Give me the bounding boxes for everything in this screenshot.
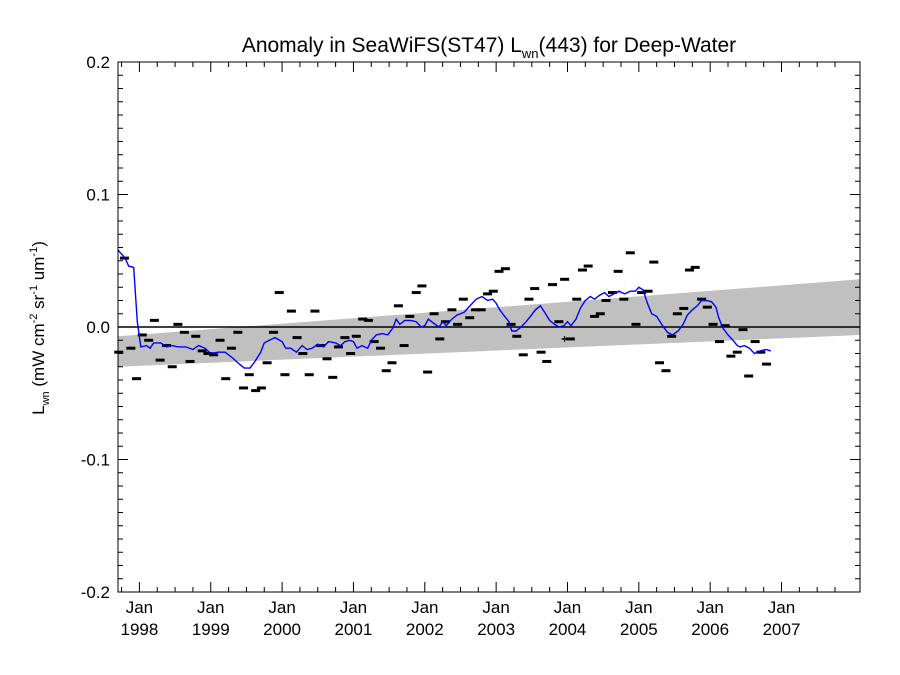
x-tick-year-label: 2006 xyxy=(691,620,729,639)
y-tick-label: 0.0 xyxy=(86,318,110,337)
trend-band xyxy=(118,279,860,367)
y-tick-label: 0.1 xyxy=(86,186,110,205)
ylabel-exp3: -1 xyxy=(28,247,40,257)
x-tick-year-label: 2003 xyxy=(477,620,515,639)
anomaly-marker-layer xyxy=(114,251,772,393)
ylabel-exp2: -1 xyxy=(28,285,40,295)
y-tick-label: -0.2 xyxy=(81,583,110,602)
ylabel-subscript: wn xyxy=(40,391,52,406)
chart-title: Anomaly in SeaWiFS(ST47) Lwn(443) for De… xyxy=(242,34,736,61)
ylabel-main: L xyxy=(29,405,48,414)
title-subscript: wn xyxy=(521,46,539,61)
ylabel-unit-mid2: um xyxy=(29,257,48,285)
axes-layer: 0.2 0.1 0.0 -0.1 -0.2 Jan 1998 Jan 1999 Jan 2000 Ja… xyxy=(81,53,861,639)
x-tick-month-label: Jan xyxy=(482,598,509,617)
x-tick-year-label: 2004 xyxy=(549,620,587,639)
x-tick-month-label: Jan xyxy=(768,598,795,617)
x-tick-year-label: 2001 xyxy=(335,620,373,639)
x-tick-year-label: 1998 xyxy=(120,620,158,639)
x-tick-month-label: Jan xyxy=(411,598,438,617)
title-suffix: (443) for Deep-Water xyxy=(539,34,737,57)
running-mean-line xyxy=(117,249,771,369)
x-tick-year-label: 2002 xyxy=(406,620,444,639)
running-mean-layer xyxy=(117,249,771,369)
x-tick-year-label: 2007 xyxy=(763,620,801,639)
title-prefix: Anomaly in SeaWiFS(ST47) L xyxy=(242,34,522,57)
y-axis-label: Lwn (mW cm-2 sr-1 um-1) xyxy=(28,241,52,415)
x-tick-year-label: 1999 xyxy=(192,620,230,639)
x-tick-month-label: Jan xyxy=(126,598,153,617)
x-tick-year-label: 2000 xyxy=(263,620,301,639)
y-tick-label: -0.1 xyxy=(81,451,110,470)
x-tick-year-label: 2005 xyxy=(620,620,658,639)
trend-band-layer xyxy=(118,279,860,367)
ylabel-unit-mid1: sr xyxy=(29,294,48,313)
y-axis-label-group: Lwn (mW cm-2 sr-1 um-1) xyxy=(28,241,52,415)
x-tick-month-label: Jan xyxy=(268,598,295,617)
x-tick-month-label: Jan xyxy=(197,598,224,617)
y-tick-label: 0.2 xyxy=(86,53,110,72)
ylabel-unit-close: ) xyxy=(29,241,48,247)
x-tick-month-label: Jan xyxy=(625,598,652,617)
ylabel-unit-open: (mW cm xyxy=(29,323,48,391)
x-tick-month-label: Jan xyxy=(696,598,723,617)
x-tick-month-label: Jan xyxy=(554,598,581,617)
x-tick-month-label: Jan xyxy=(340,598,367,617)
ylabel-exp1: -2 xyxy=(28,314,40,324)
